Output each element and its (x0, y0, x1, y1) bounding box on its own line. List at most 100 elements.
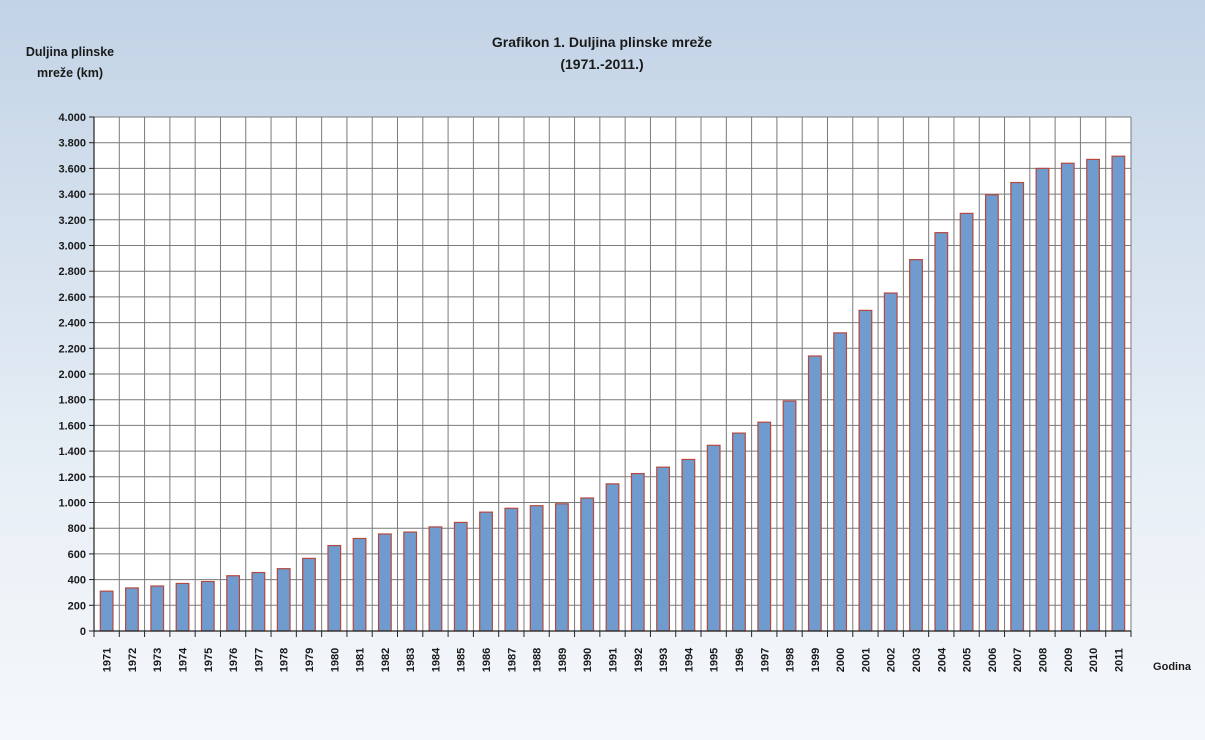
x-tick-label: 2002 (886, 648, 898, 672)
x-tick-label: 1996 (734, 648, 746, 672)
y-tick-label: 3.600 (58, 163, 86, 175)
x-tick-label: 1972 (127, 648, 139, 672)
bar (200, 580, 215, 632)
bar (327, 544, 342, 632)
x-tick-label: 1995 (709, 648, 721, 672)
x-tick-label: 1997 (759, 648, 771, 672)
y-tick-label: 1.000 (58, 498, 86, 510)
y-tick-label: 3.800 (58, 138, 86, 150)
x-tick-label: 1998 (785, 648, 797, 672)
bar (529, 505, 544, 632)
x-tick-label: 1977 (253, 648, 265, 672)
y-tick-label: 3.400 (58, 189, 86, 201)
bar (959, 212, 974, 632)
bar (833, 332, 848, 632)
x-tick-label: 1979 (304, 648, 316, 672)
bar (479, 511, 493, 632)
x-tick-label: 1989 (557, 648, 569, 672)
x-tick-label: 2009 (1063, 648, 1075, 672)
y-tick-label: 2.200 (58, 343, 86, 355)
x-tick-label: 1986 (481, 648, 493, 672)
bar (377, 533, 392, 632)
bar (732, 432, 746, 632)
x-tick-label: 2010 (1088, 648, 1100, 672)
x-tick-label: 1982 (380, 648, 392, 672)
x-tick-label: 1973 (152, 648, 164, 672)
x-tick-label: 1990 (582, 648, 594, 672)
y-tick-label: 3.000 (58, 241, 86, 253)
bar (251, 571, 266, 632)
bar (302, 557, 316, 632)
x-tick-label: 1971 (102, 648, 114, 672)
x-tick-label: 1993 (658, 648, 670, 672)
plot-area: 0 200 400 600 800 1.000 1.200 1.400 1.600 1.800 2.… (58, 112, 1132, 672)
x-tick-label: 1999 (810, 648, 822, 672)
bar (99, 590, 114, 632)
bar (1111, 155, 1126, 632)
y-axis-label-line2: mreže (km) (37, 66, 103, 80)
bar (175, 582, 190, 632)
y-tick-label: 0 (80, 626, 86, 638)
bar (706, 444, 721, 632)
chart-title-line2: (1971.-2011.) (560, 56, 643, 72)
x-tick-label: 1980 (329, 648, 341, 672)
x-tick-label: 1988 (532, 648, 544, 672)
chart-title-line1: Grafikon 1. Duljina plinske mreže (492, 34, 712, 50)
x-tick-label: 2000 (835, 648, 847, 672)
y-tick-label: 2.800 (58, 266, 86, 278)
x-tick-label: 1981 (355, 648, 367, 672)
y-tick-label: 400 (68, 575, 86, 587)
bar (858, 309, 873, 632)
y-tick-label: 200 (68, 600, 86, 612)
x-tick-label: 1991 (608, 648, 620, 672)
x-tick-label: 2006 (987, 648, 999, 672)
x-tick-label: 2007 (1012, 648, 1024, 672)
bar (984, 194, 999, 632)
x-tick-label: 1994 (683, 647, 695, 672)
bar (807, 355, 822, 632)
y-tick-label: 1.400 (58, 446, 86, 458)
bar (428, 526, 443, 632)
bar (1035, 167, 1050, 632)
bar (1060, 162, 1075, 632)
bar (656, 466, 671, 632)
x-tick-label: 1985 (456, 648, 468, 672)
y-tick-label: 2.000 (58, 369, 86, 381)
bar (580, 497, 595, 632)
y-tick-label: 2.600 (58, 292, 86, 304)
x-tick-label: 2005 (962, 648, 974, 672)
y-tick-label: 4.000 (58, 112, 86, 124)
bar (150, 585, 165, 632)
bar (934, 232, 949, 632)
x-tick-label: 2004 (936, 647, 948, 672)
bar (757, 421, 772, 632)
y-tick-label: 600 (68, 549, 86, 561)
x-tick-label: 1974 (178, 647, 190, 672)
bar (909, 259, 923, 632)
bar (125, 587, 139, 632)
bar (883, 292, 898, 632)
bar (1086, 158, 1100, 632)
x-tick-label: 1987 (506, 648, 518, 672)
y-tick-label: 3.200 (58, 215, 86, 227)
bar (554, 503, 569, 632)
x-tick-label: 1976 (228, 648, 240, 672)
y-axis-label-line1: Duljina plinske (26, 45, 114, 59)
x-tick-label: 2008 (1037, 648, 1049, 672)
x-tick-label: 2001 (860, 648, 872, 672)
x-tick-label: 1978 (279, 648, 291, 672)
bar (630, 472, 645, 632)
y-tick-label: 1.200 (58, 472, 86, 484)
bar (276, 568, 291, 632)
x-tick-label: 1992 (633, 648, 645, 672)
x-tick-label: 1975 (203, 648, 215, 672)
y-tick-label: 800 (68, 523, 86, 535)
x-tick-label: 1984 (430, 647, 442, 672)
bar (605, 483, 620, 632)
y-tick-label: 1.600 (58, 420, 86, 432)
x-tick-label: 2011 (1113, 648, 1125, 672)
bar (681, 458, 696, 632)
x-tick-label: 2003 (911, 648, 923, 672)
